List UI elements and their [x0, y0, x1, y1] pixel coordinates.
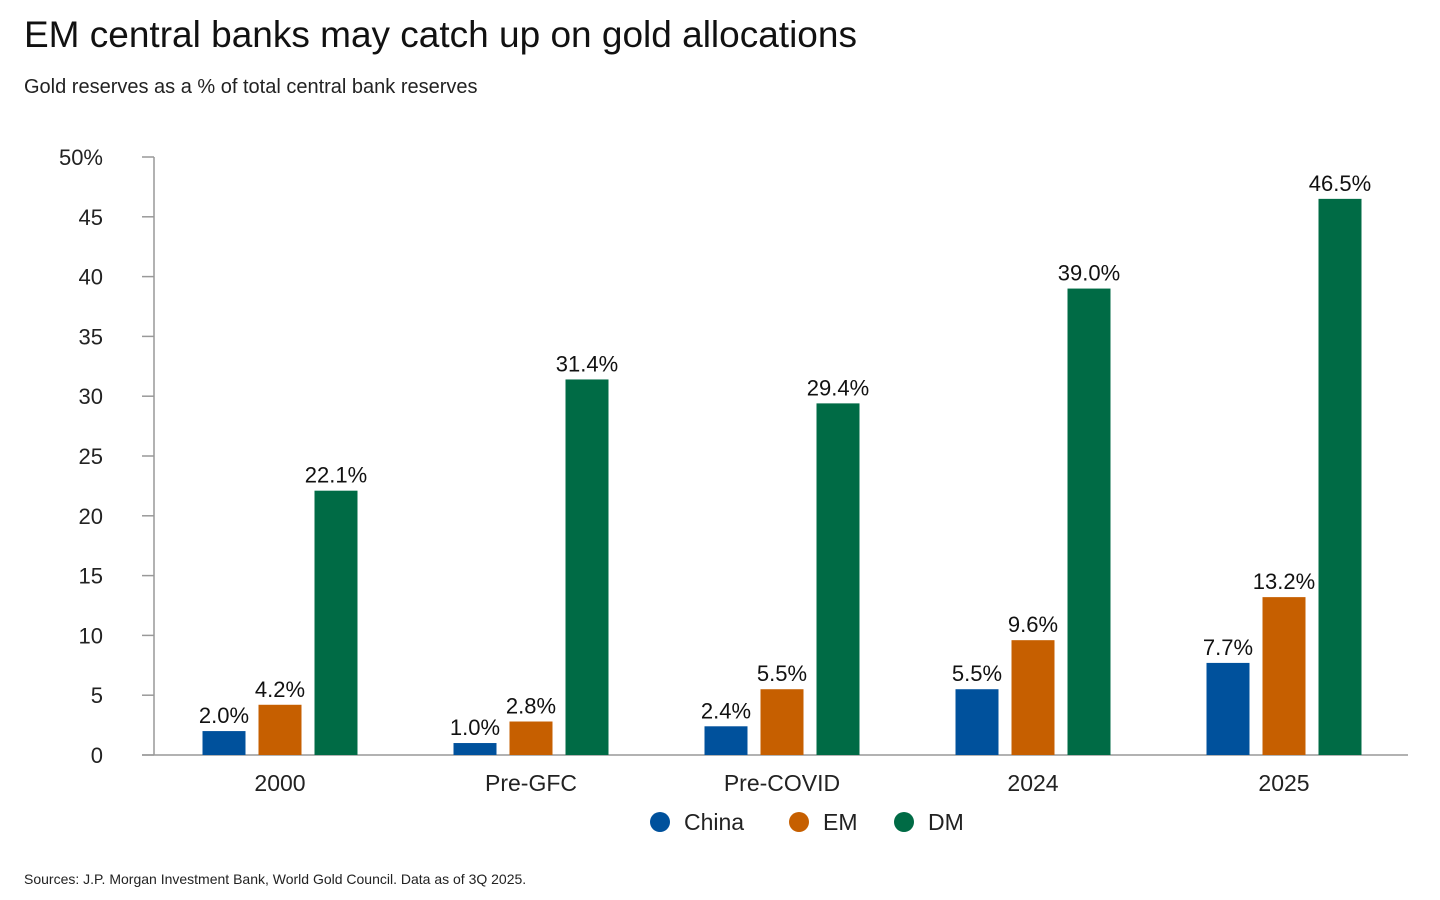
bar-china — [1206, 662, 1250, 755]
data-label-china: 7.7% — [1203, 635, 1253, 660]
bar-em — [509, 721, 553, 755]
bar-em — [1011, 640, 1055, 755]
data-label-dm: 39.0% — [1058, 261, 1120, 286]
y-tick-label: 45 — [79, 205, 103, 230]
y-tick-label: 10 — [79, 623, 103, 648]
y-tick-label: 35 — [79, 324, 103, 349]
chart-title: EM central banks may catch up on gold al… — [24, 14, 857, 55]
x-category-label: Pre-COVID — [724, 770, 840, 796]
data-label-china: 2.4% — [701, 698, 751, 723]
data-label-em: 5.5% — [757, 661, 807, 686]
y-tick-label: 40 — [79, 265, 103, 290]
legend-swatch-china — [650, 812, 670, 832]
bar-dm — [1318, 198, 1362, 756]
data-label-dm: 31.4% — [556, 351, 618, 376]
data-label-china: 5.5% — [952, 661, 1002, 686]
bar-dm — [314, 490, 358, 755]
bar-dm — [565, 379, 609, 755]
bar-china — [955, 689, 999, 755]
data-label-dm: 29.4% — [807, 375, 869, 400]
y-tick-label: 15 — [79, 564, 103, 589]
bar-em — [258, 704, 302, 755]
bar-china — [202, 731, 246, 755]
data-label-dm: 22.1% — [305, 463, 367, 488]
data-label-em: 2.8% — [506, 694, 556, 719]
data-label-dm: 46.5% — [1309, 171, 1371, 196]
x-category-label: 2024 — [1007, 770, 1058, 796]
bar-dm — [1067, 288, 1111, 755]
data-label-china: 2.0% — [199, 703, 249, 728]
source-note: Sources: J.P. Morgan Investment Bank, Wo… — [24, 871, 527, 887]
data-label-china: 1.0% — [450, 715, 500, 740]
data-label-em: 4.2% — [255, 677, 305, 702]
legend-label-em: EM — [823, 809, 858, 835]
y-tick-label: 25 — [79, 444, 103, 469]
y-tick-label: 30 — [79, 384, 103, 409]
legend-label-china: China — [684, 809, 744, 835]
legend-swatch-dm — [894, 812, 914, 832]
data-label-em: 13.2% — [1253, 569, 1315, 594]
bar-china — [704, 726, 748, 755]
y-tick-label: 5 — [91, 683, 103, 708]
bar-china — [453, 743, 497, 755]
data-label-em: 9.6% — [1008, 612, 1058, 637]
x-category-label: 2025 — [1258, 770, 1309, 796]
bar-em — [1262, 597, 1306, 755]
legend-swatch-em — [789, 812, 809, 832]
x-category-label: 2000 — [254, 770, 305, 796]
bar-dm — [816, 403, 860, 755]
chart-subtitle: Gold reserves as a % of total central ba… — [24, 76, 478, 98]
bar-em — [760, 689, 804, 755]
legend-label-dm: DM — [928, 809, 964, 835]
y-tick-label: 50% — [59, 145, 103, 170]
x-category-label: Pre-GFC — [485, 770, 577, 796]
y-tick-label: 20 — [79, 504, 103, 529]
y-tick-label: 0 — [91, 743, 103, 768]
